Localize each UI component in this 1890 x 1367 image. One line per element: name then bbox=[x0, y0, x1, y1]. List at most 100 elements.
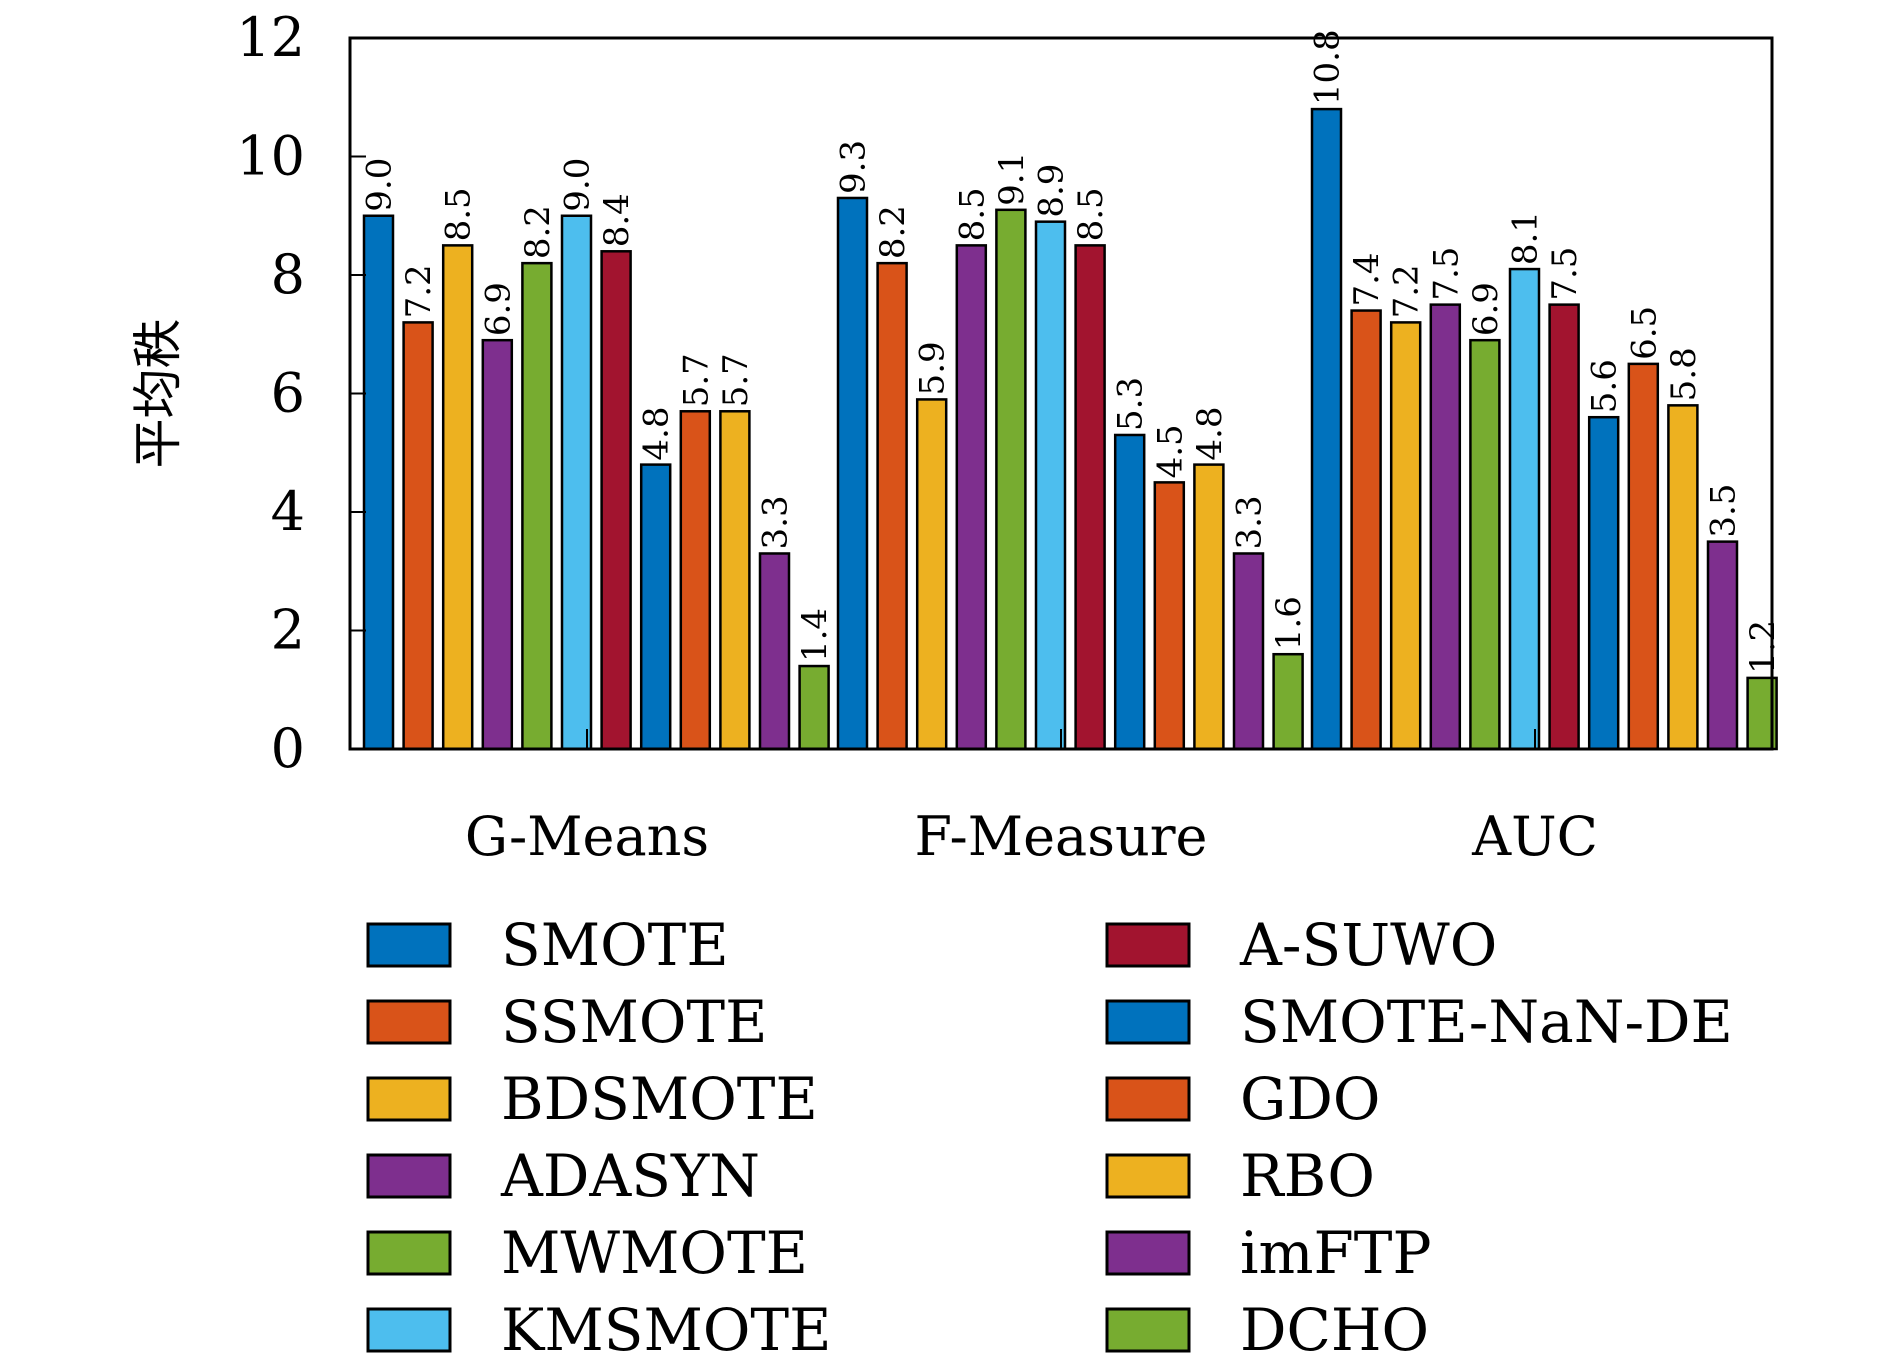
legend-label: GDO bbox=[1240, 1065, 1380, 1133]
legend-swatch bbox=[1105, 1076, 1191, 1122]
legend-swatch bbox=[366, 922, 452, 968]
legend-label: KMSMOTE bbox=[501, 1296, 831, 1364]
bar-smote-nan-de-g-means bbox=[639, 463, 672, 751]
bar-kmsmote-auc bbox=[1508, 267, 1541, 751]
bar-rbo-g-means bbox=[719, 410, 751, 751]
bar-a-suwo-g-means bbox=[600, 250, 632, 751]
bar-adasyn-f-measure bbox=[955, 244, 988, 751]
bar-rbo-f-measure bbox=[1193, 463, 1225, 751]
data-label: 8.5 bbox=[952, 187, 992, 241]
data-label: 3.3 bbox=[756, 495, 796, 549]
legend-label: A-SUWO bbox=[1239, 911, 1497, 979]
y-tick-label: 8 bbox=[271, 243, 305, 306]
legend-label: RBO bbox=[1240, 1142, 1375, 1210]
legend-swatch bbox=[366, 999, 452, 1045]
data-label: 8.2 bbox=[518, 205, 558, 259]
data-label: 1.4 bbox=[795, 608, 835, 662]
data-label: 5.8 bbox=[1664, 347, 1704, 401]
y-tick-label: 12 bbox=[236, 6, 305, 69]
legend-swatch bbox=[1105, 1153, 1191, 1199]
legend-swatch bbox=[1105, 1230, 1191, 1276]
data-label: 4.8 bbox=[637, 407, 677, 461]
legend-label: SMOTE bbox=[501, 911, 729, 979]
bar-adasyn-auc bbox=[1429, 303, 1462, 751]
y-tick-label: 10 bbox=[236, 125, 305, 188]
bar-smote-f-measure bbox=[836, 196, 869, 751]
data-label: 5.6 bbox=[1585, 359, 1625, 413]
data-label: 10.8 bbox=[1308, 29, 1348, 105]
bar-gdo-auc bbox=[1627, 362, 1660, 751]
legend-swatch bbox=[1105, 1307, 1191, 1353]
data-label: 7.5 bbox=[1426, 247, 1466, 301]
legend-label: BDSMOTE bbox=[501, 1065, 818, 1133]
data-label: 3.5 bbox=[1704, 484, 1744, 538]
legend-swatch bbox=[366, 1307, 452, 1353]
data-label: 8.5 bbox=[1071, 187, 1111, 241]
data-label: 6.9 bbox=[1466, 282, 1506, 336]
data-label: 5.3 bbox=[1111, 377, 1151, 431]
data-label: 5.7 bbox=[716, 353, 756, 407]
bar-bdsmote-g-means bbox=[441, 244, 474, 751]
legend-label: SMOTE-NaN-DE bbox=[1240, 988, 1733, 1056]
bar-mwmote-g-means bbox=[521, 261, 553, 751]
bar-smote-nan-de-f-measure bbox=[1113, 433, 1146, 751]
data-label: 6.9 bbox=[478, 282, 518, 336]
data-label: 8.4 bbox=[597, 193, 637, 247]
data-label: 8.9 bbox=[1032, 164, 1072, 218]
bar-a-suwo-auc bbox=[1548, 303, 1580, 751]
data-label: 8.5 bbox=[439, 187, 479, 241]
bar-kmsmote-f-measure bbox=[1034, 220, 1067, 751]
bar-imftp-auc bbox=[1706, 540, 1739, 751]
data-label: 3.3 bbox=[1230, 495, 1270, 549]
data-label: 1.6 bbox=[1269, 596, 1309, 650]
bar-gdo-g-means bbox=[679, 410, 712, 751]
y-tick-label: 0 bbox=[271, 717, 305, 780]
bar-ssmote-g-means bbox=[402, 321, 434, 751]
data-label: 9.3 bbox=[834, 140, 874, 194]
bar-adasyn-g-means bbox=[481, 338, 514, 751]
legend-swatch bbox=[366, 1153, 452, 1199]
x-tick-label: AUC bbox=[1471, 805, 1598, 868]
data-label: 1.2 bbox=[1743, 620, 1783, 674]
data-label: 5.7 bbox=[676, 353, 716, 407]
bar-ssmote-f-measure bbox=[876, 261, 908, 751]
data-label: 5.9 bbox=[913, 341, 953, 395]
bar-imftp-g-means bbox=[758, 552, 791, 751]
y-tick-label: 6 bbox=[271, 362, 305, 425]
legend-label: MWMOTE bbox=[501, 1219, 808, 1287]
legend-swatch bbox=[366, 1230, 452, 1276]
data-label: 6.5 bbox=[1624, 306, 1664, 360]
legend-label: SSMOTE bbox=[501, 988, 767, 1056]
y-tick-label: 4 bbox=[271, 480, 305, 543]
legend-label: ADASYN bbox=[500, 1142, 760, 1210]
data-label: 8.2 bbox=[873, 205, 913, 259]
bar-mwmote-f-measure bbox=[995, 208, 1027, 751]
bar-ssmote-auc bbox=[1350, 309, 1382, 751]
data-label: 7.2 bbox=[399, 264, 439, 318]
bar-gdo-f-measure bbox=[1153, 481, 1186, 751]
bar-imftp-f-measure bbox=[1232, 552, 1265, 751]
x-tick-label: F-Measure bbox=[915, 805, 1208, 868]
legend-swatch bbox=[366, 1076, 452, 1122]
bar-smote-nan-de-auc bbox=[1587, 415, 1620, 751]
data-label: 9.1 bbox=[992, 152, 1032, 206]
y-axis-title: 平均秩 bbox=[129, 319, 187, 469]
axis-layer: G-Means F-Measure AUC 0 2 4 6 8 10 12 bbox=[236, 6, 1598, 868]
bar-smote-g-means bbox=[362, 214, 395, 751]
bar-dcho-f-measure bbox=[1272, 652, 1304, 751]
legend-label: imFTP bbox=[1240, 1219, 1432, 1287]
legend: SMOTE SSMOTE BDSMOTE ADASYN MWMOTE KMSMOTE A-S… bbox=[366, 911, 1733, 1364]
legend-swatch bbox=[1105, 922, 1191, 968]
legend-swatch bbox=[1105, 999, 1191, 1045]
data-label: 9.0 bbox=[360, 158, 400, 212]
bar-kmsmote-g-means bbox=[560, 214, 593, 751]
data-label: 4.8 bbox=[1190, 407, 1230, 461]
data-label: 7.4 bbox=[1347, 252, 1387, 306]
data-labels-layer: 9.07.28.56.98.29.08.44.85.7 5.73.31.49.38… bbox=[360, 29, 1784, 674]
bar-smote-auc bbox=[1310, 107, 1343, 751]
data-label: 8.1 bbox=[1506, 211, 1546, 265]
data-label: 7.2 bbox=[1387, 264, 1427, 318]
bar-mwmote-auc bbox=[1469, 338, 1501, 751]
legend-label: DCHO bbox=[1240, 1296, 1429, 1364]
